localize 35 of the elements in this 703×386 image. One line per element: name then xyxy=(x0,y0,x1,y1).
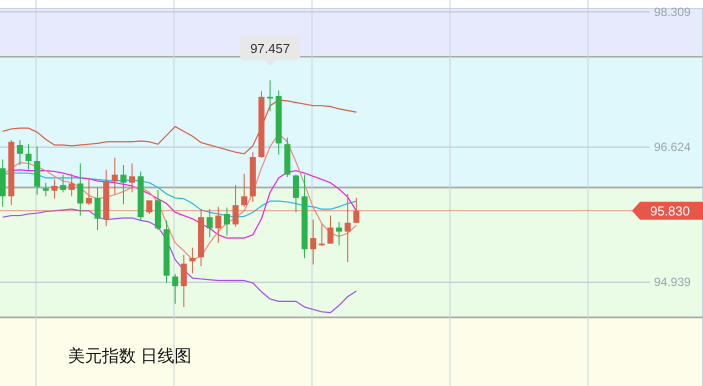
candlestick xyxy=(129,162,136,193)
candlestick xyxy=(232,184,239,228)
candlestick xyxy=(189,247,196,274)
candlestick xyxy=(16,140,23,166)
text: 美元指数 日线图 xyxy=(68,346,192,366)
candlestick xyxy=(353,197,360,224)
candlestick xyxy=(327,215,334,244)
candlestick xyxy=(224,207,230,236)
candlestick xyxy=(172,274,178,304)
candlestick xyxy=(215,206,222,244)
candlestick xyxy=(344,193,351,263)
candlestick xyxy=(146,200,152,214)
annotation: 97.457 xyxy=(250,40,290,56)
candlestick xyxy=(68,173,75,197)
y-tick-label: 94.939 xyxy=(654,275,692,290)
candlestick xyxy=(94,186,101,231)
y-tick-label: 98.309 xyxy=(654,4,692,19)
line-series xyxy=(2,99,357,154)
candlestick xyxy=(86,177,92,206)
candlestick xyxy=(77,162,84,216)
ref-line-label: 95.830 xyxy=(650,203,690,218)
candlestick xyxy=(60,174,66,193)
candlestick xyxy=(310,219,316,265)
candlestick xyxy=(241,173,248,208)
candlestick xyxy=(112,157,118,194)
candlestick xyxy=(180,254,187,308)
candlestick xyxy=(267,80,274,112)
candlestick xyxy=(336,221,342,246)
candlestick xyxy=(51,178,58,200)
y-tick-label: 96.624 xyxy=(654,140,692,154)
candlestick xyxy=(120,164,126,205)
candlestick xyxy=(292,174,299,213)
candlestick xyxy=(206,208,213,238)
candlestick xyxy=(26,144,32,170)
candlestick xyxy=(318,224,325,247)
